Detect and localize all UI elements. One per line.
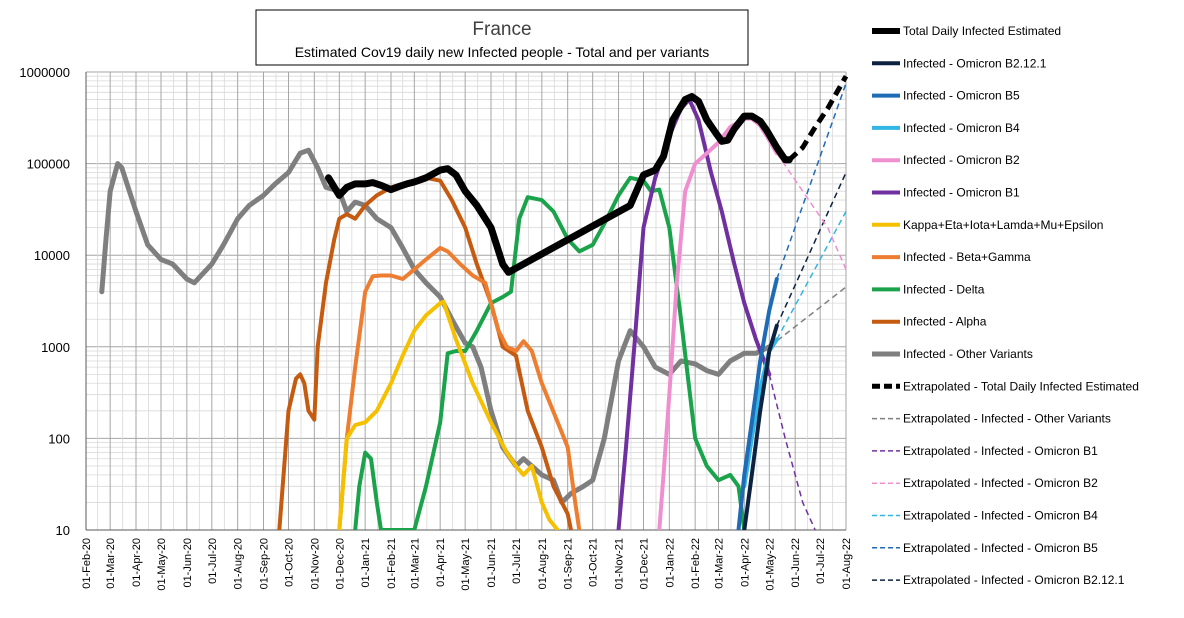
y-tick-label: 10000 — [34, 248, 70, 263]
series-line-kappa-eta-iota-lamda-mu-epsilon — [337, 299, 560, 530]
legend-label: Infected - Beta+Gamma — [903, 250, 1031, 264]
series-line-infected-omicron-b2-12-1 — [742, 323, 779, 530]
y-tick-label: 100 — [48, 431, 70, 446]
x-tick-label: 01-Nov-21 — [614, 538, 626, 589]
legend-label: Kappa+Eta+Iota+Lamda+Mu+Epsilon — [903, 218, 1103, 232]
x-tick-label: 01-Mar-22 — [714, 538, 726, 589]
legend-label: Infected - Delta — [903, 282, 985, 296]
series-line-extrapolated-infected-other-variants — [768, 286, 847, 348]
series-line-infected-delta — [353, 175, 747, 530]
series-lines — [99, 74, 848, 530]
x-tick-label: 01-Oct-20 — [284, 538, 296, 587]
x-tick-label: 01-Jul-22 — [815, 538, 827, 584]
x-tick-label: 01-Aug-21 — [537, 538, 549, 589]
x-tick-label: 01-Nov-20 — [309, 538, 321, 589]
x-tick-label: 01-Jan-22 — [664, 538, 676, 588]
x-tick-label: 01-Mar-21 — [409, 538, 421, 589]
x-tick-label: 01-Jan-21 — [360, 538, 372, 588]
legend-label: Infected - Omicron B2 — [903, 153, 1020, 167]
legend-label: Extrapolated - Infected - Omicron B1 — [903, 444, 1098, 458]
x-tick-label: 01-Feb-21 — [386, 538, 398, 589]
legend-label: Extrapolated - Infected - Omicron B5 — [903, 541, 1098, 555]
x-tick-label: 01-Apr-20 — [131, 538, 143, 587]
legend: Total Daily Infected Estimated Infected -… — [872, 24, 1139, 587]
axes: 10 100 1000 10000 100000 1000000 01-Feb-20 01-M… — [19, 65, 853, 591]
legend-label: Extrapolated - Infected - Omicron B4 — [903, 509, 1098, 523]
x-tick-label: 01-Mar-20 — [105, 538, 117, 589]
x-tick-label: 01-Dec-21 — [639, 538, 651, 589]
legend-label: Extrapolated - Infected - Omicron B2.12.… — [903, 573, 1125, 587]
chart-subtitle: Estimated Cov19 daily new Infected peopl… — [295, 44, 710, 60]
legend-label: Extrapolated - Total Daily Infected Esti… — [903, 379, 1139, 393]
title-box: France Estimated Cov19 daily new Infecte… — [255, 9, 749, 66]
series-line-infected-other-variants — [99, 147, 772, 505]
series-line-infected-omicron-b5 — [736, 277, 779, 530]
x-tick-label: 01-Jul-21 — [511, 538, 523, 584]
grid — [85, 71, 847, 531]
x-tick-label: 01-Aug-22 — [841, 538, 853, 589]
x-tick-label: 01-Jun-20 — [182, 538, 194, 588]
series-line-total-daily-infected-estimated — [325, 93, 793, 276]
x-tick-label: 01-Aug-20 — [233, 538, 245, 589]
x-tick-label: 01-May-20 — [156, 538, 168, 591]
x-tick-label: 01-Jul-20 — [207, 538, 219, 584]
legend-label: Infected - Omicron B5 — [903, 89, 1020, 103]
series-line-infected-beta-gamma — [337, 245, 582, 530]
title-frame — [255, 9, 749, 66]
legend-label: Infected - Omicron B1 — [903, 186, 1020, 200]
x-tick-label: 01-May-21 — [460, 538, 472, 591]
series-line-extrapolated-infected-omicron-b4 — [776, 211, 847, 340]
series-line-extrapolated-infected-omicron-b5 — [776, 83, 847, 280]
legend-label: Infected - Alpha — [903, 315, 987, 329]
legend-label: Extrapolated - Infected - Omicron B2 — [903, 476, 1098, 490]
legend-label: Extrapolated - Infected - Other Variants — [903, 412, 1111, 426]
x-tick-label: 01-Dec-20 — [334, 538, 346, 589]
legend-label: Total Daily Infected Estimated — [903, 24, 1061, 38]
x-tick-label: 01-Sep-21 — [563, 538, 575, 589]
y-tick-label: 1000000 — [19, 65, 70, 80]
y-tick-label: 10 — [56, 523, 70, 538]
x-tick-label: 01-Feb-22 — [690, 538, 702, 589]
x-tick-label: 01-Oct-21 — [588, 538, 600, 587]
y-tick-label: 100000 — [27, 157, 70, 172]
legend-label: Infected - Omicron B4 — [903, 121, 1020, 135]
x-tick-label: 01-May-22 — [764, 538, 776, 591]
x-tick-label: 01-Apr-22 — [739, 538, 751, 587]
series-line-extrapolated-infected-omicron-b1 — [768, 374, 816, 530]
legend-label: Infected - Omicron B2.12.1 — [903, 56, 1047, 70]
chart-title: France — [472, 19, 531, 40]
x-tick-label: 01-Jun-22 — [790, 538, 802, 588]
series-line-extrapolated-infected-omicron-b2 — [776, 152, 847, 270]
x-tick-label: 01-Feb-20 — [81, 538, 93, 589]
legend-label: Infected - Other Variants — [903, 347, 1033, 361]
x-tick-label: 01-Sep-20 — [259, 538, 271, 589]
x-tick-label: 01-Jun-21 — [486, 538, 498, 588]
y-tick-label: 1000 — [41, 340, 70, 355]
series-line-extrapolated-infected-omicron-b2-12-1 — [776, 172, 847, 327]
x-tick-label: 01-Apr-21 — [435, 538, 447, 587]
